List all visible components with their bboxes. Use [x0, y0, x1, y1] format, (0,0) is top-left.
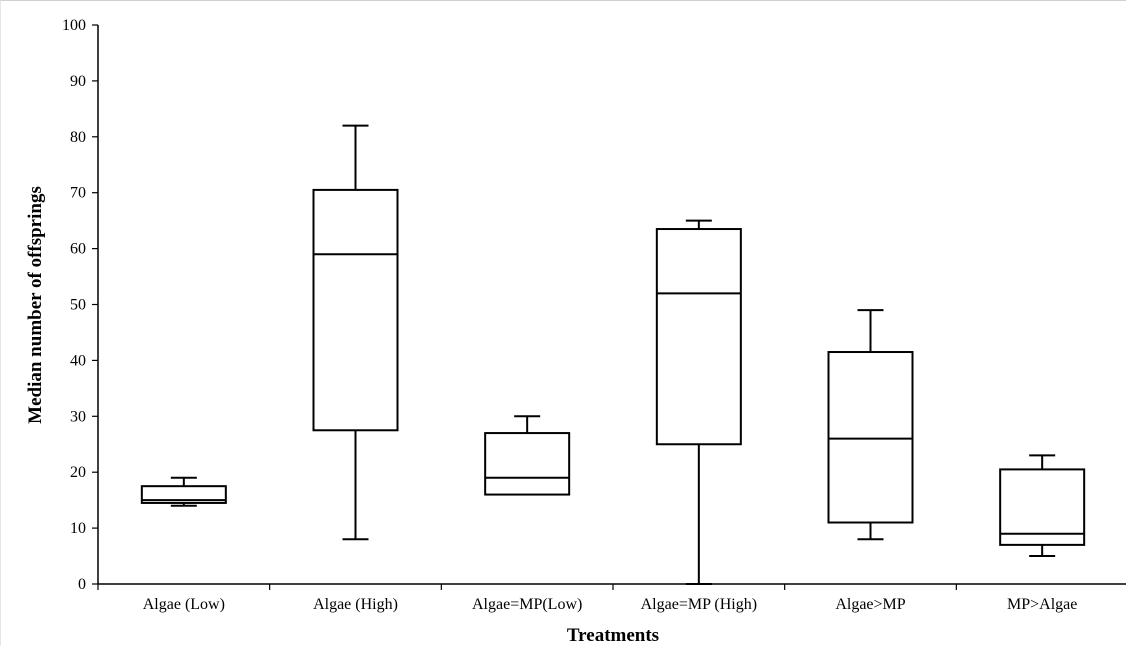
y-tick-label: 90	[70, 73, 86, 90]
interquartile-box	[827, 351, 914, 524]
box-6	[999, 454, 1086, 558]
x-axis-title: Treatments	[567, 625, 659, 646]
y-axis-title: Median number of offsprings	[25, 186, 46, 424]
box-1	[140, 476, 227, 507]
interquartile-box	[140, 485, 227, 504]
y-tick-label: 0	[78, 576, 86, 593]
y-tick-label: 30	[70, 408, 86, 425]
y-tick-label: 50	[70, 297, 86, 314]
interquartile-box	[312, 188, 399, 432]
y-tick-label: 100	[62, 17, 86, 34]
box-4	[655, 219, 742, 585]
x-tick-label: Algae=MP (High)	[641, 596, 757, 613]
y-tick-label: 40	[70, 352, 86, 369]
box-3	[484, 415, 571, 496]
x-tick-label: Algae (High)	[313, 596, 398, 613]
y-tick-label: 80	[70, 129, 86, 146]
interquartile-box	[999, 468, 1086, 546]
y-tick-label: 60	[70, 241, 86, 258]
box-5	[827, 309, 914, 541]
x-tick-label: Algae=MP(Low)	[472, 596, 582, 613]
x-axis: Algae (Low) Algae (High) Algae=MP(Low) Alga…	[97, 583, 1126, 613]
x-tick-label: MP>Algae	[1007, 596, 1077, 613]
interquartile-box	[655, 228, 742, 446]
y-axis: 0 10 20 30 40 50 60 70 80 90 100	[62, 17, 99, 593]
y-tick-label: 10	[70, 520, 86, 537]
x-tick-label: Algae (Low)	[143, 596, 225, 613]
y-tick-label: 70	[70, 185, 86, 202]
box-2	[312, 124, 399, 541]
box-series	[140, 124, 1086, 585]
interquartile-box	[484, 432, 571, 496]
x-tick-label: Algae>MP	[835, 596, 905, 613]
y-tick-label: 20	[70, 464, 86, 481]
